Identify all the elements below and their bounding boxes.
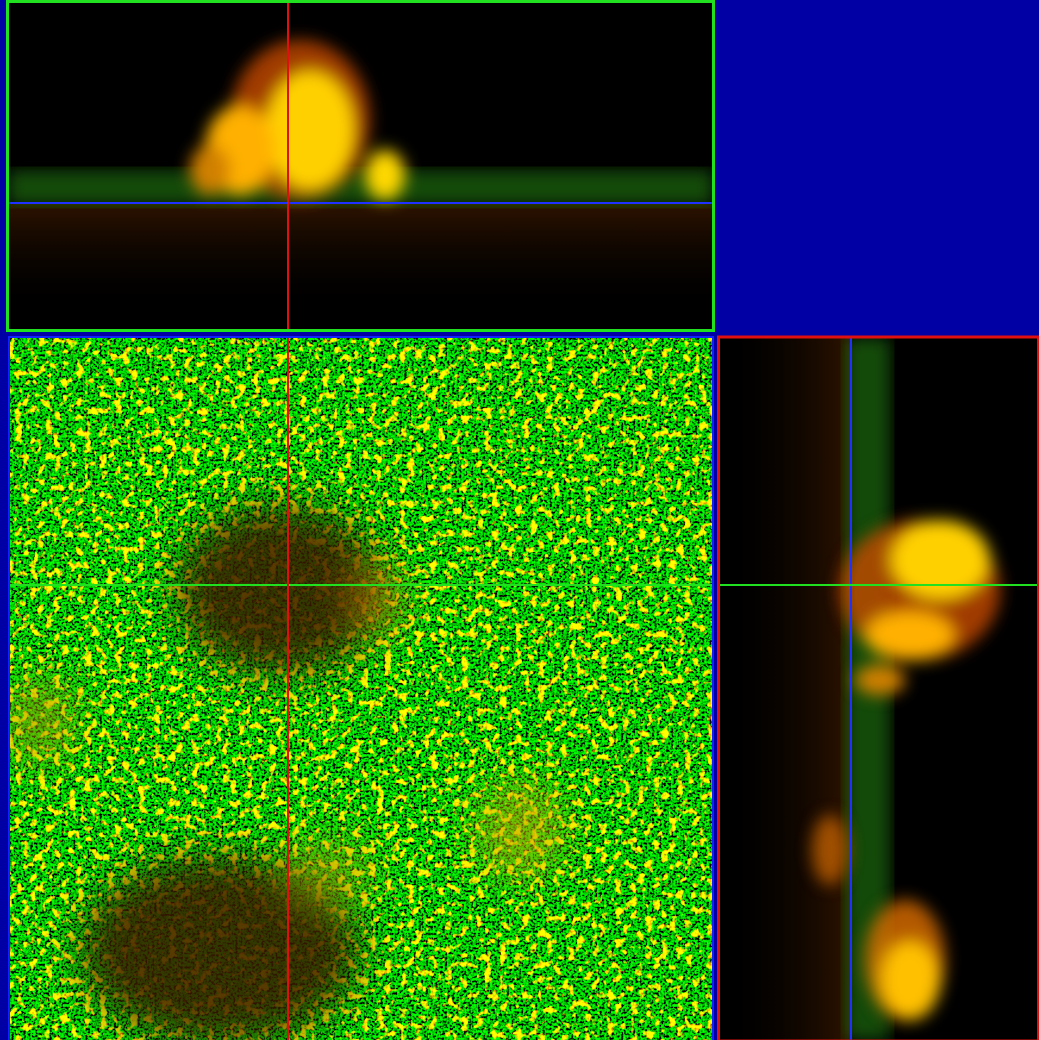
- green-band: [8, 170, 713, 205]
- orthogonal-view: [0, 0, 1039, 1040]
- depth-glow: [720, 338, 851, 1040]
- xz-panel: [8, 2, 713, 330]
- depth-glow: [8, 203, 713, 313]
- page: [0, 0, 1039, 1040]
- yz-panel: [720, 338, 1039, 1040]
- xy-panel: [5, 338, 712, 1040]
